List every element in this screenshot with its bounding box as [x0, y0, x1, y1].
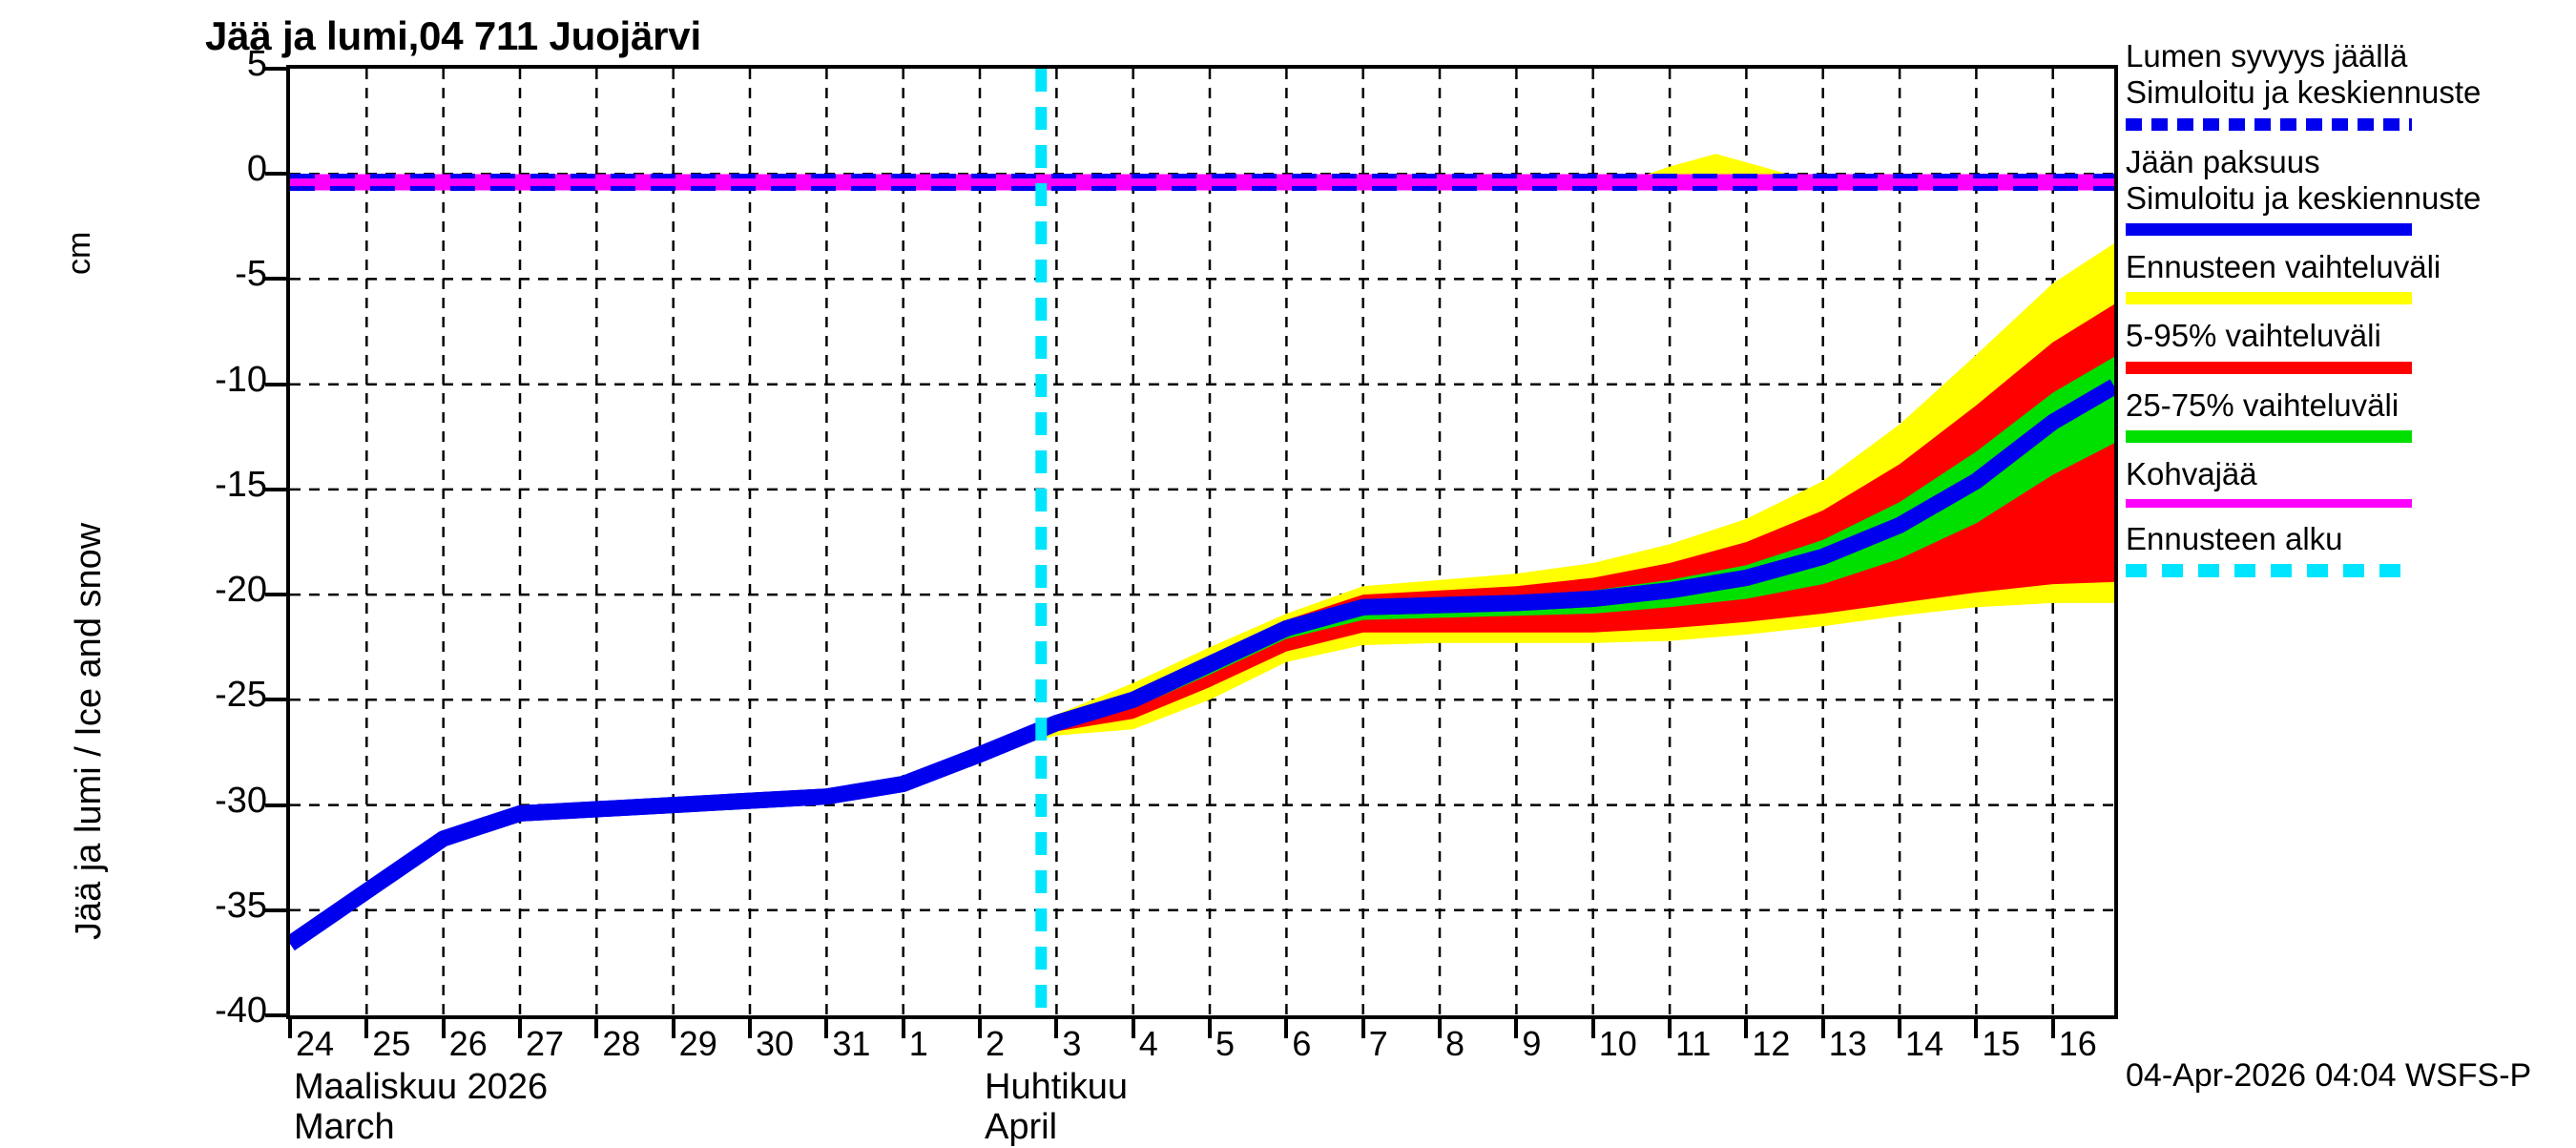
legend-swatch-solid-yellow: [2126, 292, 2412, 305]
x-tick-label: 10: [1598, 1024, 1637, 1063]
x-tick-label: 29: [678, 1024, 717, 1063]
x-tick-mark: [1590, 1019, 1595, 1038]
x-tick-label: 9: [1522, 1024, 1542, 1063]
x-axis-month-right-en: April: [985, 1107, 1058, 1147]
y-tick-mark: [265, 487, 286, 491]
x-tick-mark: [1361, 1019, 1365, 1038]
chart-legend: Lumen syvyys jäällä Simuloitu ja keskienn…: [2126, 38, 2574, 591]
y-tick-label: 5: [246, 44, 267, 84]
y-tick-mark: [265, 382, 286, 386]
legend-swatch-solid-green: [2126, 429, 2412, 443]
legend-entry-label: Ennusteen alku: [2126, 521, 2343, 557]
x-tick-mark: [2050, 1019, 2055, 1038]
ice-thickness-line: [290, 379, 2114, 951]
x-tick-label: 24: [296, 1024, 335, 1063]
legend-swatch-solid-red: [2126, 361, 2412, 374]
y-tick-label: -25: [215, 675, 267, 716]
x-tick-mark: [1820, 1019, 1825, 1038]
x-tick-mark: [1054, 1019, 1059, 1038]
y-tick-mark: [265, 277, 286, 282]
x-tick-mark: [1284, 1019, 1289, 1038]
legend-swatch-dash-blue: [2126, 117, 2412, 131]
x-tick-mark: [518, 1019, 522, 1038]
x-tick-label: 6: [1292, 1024, 1312, 1063]
x-tick-label: 3: [1062, 1024, 1082, 1063]
x-tick-label: 16: [2058, 1024, 2097, 1063]
x-tick-mark: [748, 1019, 753, 1038]
x-tick-label: 27: [526, 1024, 565, 1063]
x-tick-mark: [671, 1019, 675, 1038]
x-tick-label: 1: [908, 1024, 928, 1063]
legend-entry-label: Kohvajää: [2126, 455, 2257, 491]
y-tick-mark: [265, 908, 286, 912]
x-tick-label: 14: [1905, 1024, 1944, 1063]
y-tick-label: -30: [215, 780, 267, 821]
legend-swatch-dash-cyan: [2126, 564, 2412, 578]
x-tick-mark: [1744, 1019, 1749, 1038]
x-tick-mark: [1974, 1019, 1979, 1038]
x-tick-label: 5: [1215, 1024, 1236, 1063]
y-tick-label: -15: [215, 464, 267, 505]
x-axis-month-left-en: March: [294, 1107, 395, 1147]
x-tick-mark: [288, 1019, 292, 1038]
plot-area[interactable]: [286, 65, 2118, 1019]
x-tick-label: 13: [1828, 1024, 1867, 1063]
y-tick-mark: [265, 593, 286, 597]
x-tick-label: 31: [832, 1024, 871, 1063]
x-tick-label: 7: [1368, 1024, 1388, 1063]
x-tick-mark: [1438, 1019, 1443, 1038]
y-tick-label: -35: [215, 885, 267, 926]
x-tick-mark: [901, 1019, 905, 1038]
legend-group-heading: Jään paksuus: [2126, 143, 2320, 179]
x-tick-label: 28: [602, 1024, 641, 1063]
x-tick-mark: [1131, 1019, 1135, 1038]
legend-entry-label: Simuloitu ja keskiennuste: [2126, 179, 2482, 216]
legend-swatch-solid-blue: [2126, 223, 2412, 237]
y-tick-label: 0: [246, 149, 267, 190]
x-axis-month-left-fi: Maaliskuu 2026: [294, 1067, 549, 1107]
y-tick-label: -20: [215, 570, 267, 611]
x-tick-label: 25: [372, 1024, 411, 1063]
x-tick-mark: [824, 1019, 829, 1038]
x-tick-label: 4: [1138, 1024, 1158, 1063]
x-tick-label: 30: [756, 1024, 795, 1063]
y-tick-label: -5: [235, 254, 267, 295]
chart-canvas: [290, 69, 2114, 1015]
x-tick-label: 15: [1982, 1024, 2021, 1063]
legend-entry-label: Ennusteen vaihteluväli: [2126, 249, 2441, 285]
y-tick-label: -40: [215, 991, 267, 1031]
x-tick-mark: [1208, 1019, 1213, 1038]
legend-entry-label: 25-75% vaihteluväli: [2126, 386, 2399, 423]
footer-timestamp: 04-Apr-2026 04:04 WSFS-P: [2126, 1057, 2532, 1094]
y-tick-mark: [265, 698, 286, 702]
x-tick-label: 2: [986, 1024, 1006, 1063]
y-axis-unit: cm: [61, 231, 97, 275]
x-tick-mark: [594, 1019, 599, 1038]
x-tick-mark: [1668, 1019, 1672, 1038]
legend-entry-label: Simuloitu ja keskiennuste: [2126, 74, 2482, 111]
x-tick-label: 8: [1445, 1024, 1465, 1063]
y-tick-mark: [265, 803, 286, 807]
x-tick-label: 12: [1752, 1024, 1791, 1063]
grid-lines: [290, 69, 2114, 1015]
page-title: Jää ja lumi,04 711 Juojärvi: [205, 13, 701, 58]
x-tick-mark: [1898, 1019, 1902, 1038]
x-tick-mark: [1514, 1019, 1519, 1038]
x-tick-mark: [441, 1019, 446, 1038]
x-tick-mark: [364, 1019, 369, 1038]
y-tick-label: -10: [215, 359, 267, 400]
legend-swatch-solid-magenta: [2126, 499, 2412, 509]
x-tick-label: 26: [448, 1024, 488, 1063]
x-tick-mark: [978, 1019, 983, 1038]
y-tick-mark: [265, 67, 286, 71]
y-axis-label: Jää ja lumi / Ice and snow: [69, 522, 109, 940]
y-tick-mark: [265, 1013, 286, 1017]
legend-entry-label: 5-95% vaihteluväli: [2126, 318, 2381, 354]
legend-group-heading: Lumen syvyys jäällä: [2126, 38, 2408, 73]
x-tick-label: 11: [1675, 1024, 1712, 1063]
band-ffff00: [980, 243, 2114, 755]
x-axis-month-right-fi: Huhtikuu: [985, 1067, 1128, 1107]
y-tick-mark: [265, 172, 286, 177]
